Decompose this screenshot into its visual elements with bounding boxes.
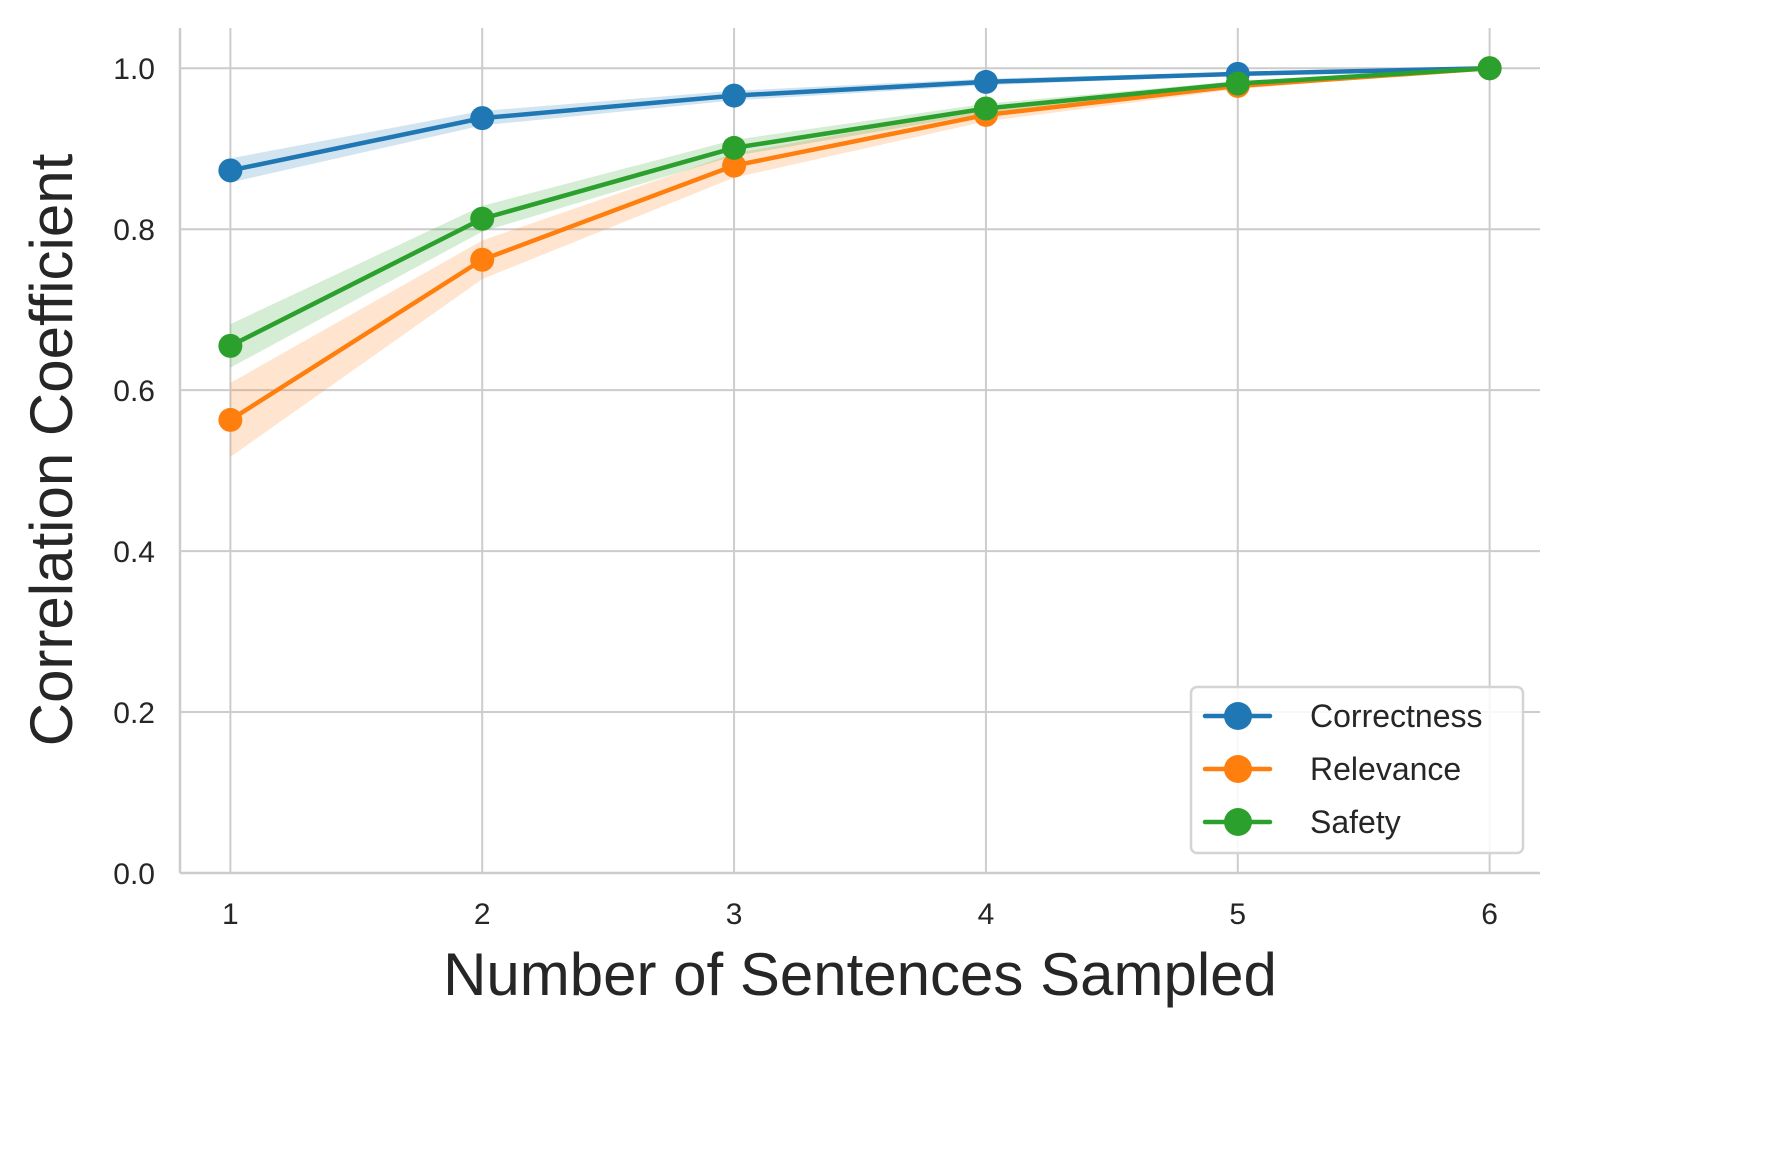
legend: Correctness Relevance Safety (1189, 685, 1525, 855)
data-point-marker (470, 247, 495, 272)
legend-item-safety: Safety (1202, 804, 1401, 840)
safety-line (229, 65, 1490, 348)
y-tick-label: 0.0 (113, 858, 155, 891)
series-lines (218, 56, 1502, 432)
y-axis-label: Correlation Coefficient (18, 153, 85, 746)
data-point-marker (722, 153, 747, 178)
data-point-marker (1477, 56, 1502, 81)
data-point-marker (470, 206, 495, 231)
x-tick-label: 1 (222, 898, 239, 931)
data-point-marker (973, 96, 998, 121)
y-tick-label: 1.0 (113, 53, 155, 86)
data-point-marker (470, 106, 495, 131)
data-point-marker (973, 69, 998, 94)
legend-dot-marker-icon (1224, 755, 1252, 783)
y-tick-label: 0.6 (113, 375, 155, 408)
legend-frame (1189, 685, 1525, 855)
data-point-marker (722, 135, 747, 160)
y-tick-label: 0.4 (113, 536, 155, 569)
grid-lines (180, 28, 1540, 874)
correctness-series (218, 56, 1502, 183)
x-tick-label: 6 (1481, 898, 1498, 931)
y-tick-label: 0.8 (113, 214, 155, 247)
legend-label: Correctness (1310, 698, 1483, 734)
y-tick-label: 0.2 (113, 697, 155, 730)
safety-series (218, 56, 1502, 358)
x-axis-label: Number of Sentences Sampled (443, 941, 1277, 1008)
axes-spines (178, 28, 1540, 875)
x-axis-ticks: 1 2 3 4 5 6 (222, 898, 1498, 931)
x-tick-label: 4 (978, 898, 995, 931)
data-point-marker (1225, 71, 1250, 96)
data-point-marker (722, 83, 747, 108)
data-point-marker (218, 333, 243, 358)
x-tick-label: 3 (726, 898, 743, 931)
data-point-marker (218, 407, 243, 432)
legend-item-relevance: Relevance (1202, 751, 1461, 787)
legend-item-correctness: Correctness (1202, 698, 1483, 734)
x-tick-label: 5 (1229, 898, 1246, 931)
data-point-marker (218, 158, 243, 183)
legend-dot-marker-icon (1224, 808, 1252, 836)
legend-label: Safety (1310, 804, 1401, 840)
x-tick-label: 2 (474, 898, 491, 931)
legend-dot-marker-icon (1224, 702, 1252, 730)
legend-label: Relevance (1310, 751, 1461, 787)
y-axis-ticks: 0.0 0.2 0.4 0.6 0.8 1.0 (113, 53, 155, 891)
correctness-line (229, 65, 1490, 173)
